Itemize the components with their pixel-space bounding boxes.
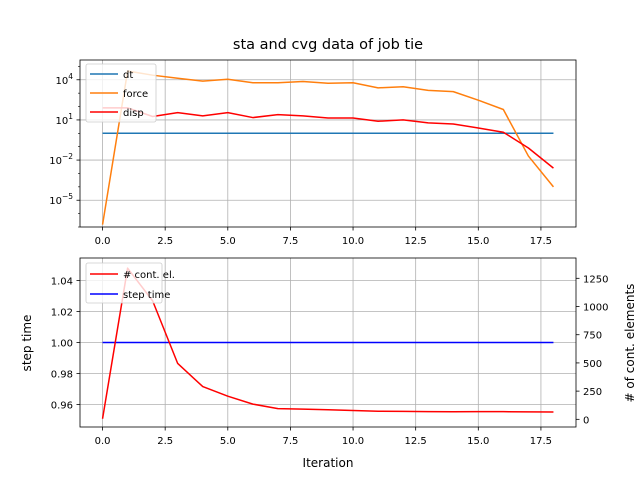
bottom-x-tick-label: 10.0 <box>342 436 364 447</box>
top-x-tick-label: 5.0 <box>220 236 236 247</box>
top-y-tick-label: 10−5 <box>49 192 73 207</box>
bottom-x-tick-label: 15.0 <box>467 436 489 447</box>
top-series-lines <box>101 70 555 225</box>
bottom-y-right-tick-label: 500 <box>583 359 602 370</box>
bottom-x-tick-label: 17.5 <box>530 436 552 447</box>
bottom-y-tick-label: 1.02 <box>51 307 73 318</box>
bottom-x-tick-label: 7.5 <box>282 436 298 447</box>
bottom-plot: 0.0 2.5 5.0 7.5 10.0 12.5 15.0 17.5 0.96 0.98 1.0… <box>20 257 637 470</box>
chart-title: sta and cvg data of job tie <box>233 37 423 53</box>
legend-label-step-time: step time <box>123 290 170 301</box>
bottom-y-right-tick-label: 1250 <box>583 274 608 285</box>
top-legend-box <box>85 63 157 123</box>
top-x-tick-label: 0.0 <box>95 236 111 247</box>
bottom-y-right-tick-label: 250 <box>583 387 602 398</box>
bottom-y-tick-label: 1.04 <box>51 276 73 287</box>
bottom-y-tick-label: 0.96 <box>51 401 73 412</box>
top-x-tick-label: 12.5 <box>405 236 427 247</box>
series-line-disp <box>102 107 554 169</box>
legend-label-force: force <box>123 89 148 100</box>
top-legend: dt force disp <box>85 63 157 123</box>
bottom-legend-box <box>85 262 163 304</box>
bottom-y-right-tick-label: 1000 <box>583 303 608 314</box>
bottom-x-tick-label: 2.5 <box>157 436 173 447</box>
top-x-tick-label: 2.5 <box>157 236 173 247</box>
series-line-force <box>101 70 555 225</box>
top-x-tick-label: 17.5 <box>530 236 552 247</box>
top-y-tick-label: 104 <box>55 72 73 87</box>
bottom-x-tick-label: 12.5 <box>405 436 427 447</box>
bottom-y-ticks-right: 0 250 500 750 1000 1250 <box>576 274 608 426</box>
bottom-y-right-tick-label: 0 <box>583 415 589 426</box>
series-line-cont-el <box>101 267 554 419</box>
top-x-tick-label: 7.5 <box>282 236 298 247</box>
bottom-series-lines <box>101 267 554 419</box>
top-x-tick-label: 15.0 <box>467 236 489 247</box>
bottom-y-tick-label: 1.00 <box>51 339 73 350</box>
x-axis-label: Iteration <box>303 456 354 470</box>
legend-label-dt: dt <box>123 70 133 81</box>
top-plot-frame <box>79 59 577 228</box>
top-x-ticks: 0.0 2.5 5.0 7.5 10.0 12.5 15.0 17.5 <box>95 227 552 247</box>
bottom-x-tick-label: 5.0 <box>220 436 236 447</box>
top-y-tick-label: 10−2 <box>49 152 73 167</box>
top-grid <box>80 60 576 227</box>
y-axis-label-right: # of cont. elements <box>623 284 637 403</box>
legend-label-disp: disp <box>123 108 144 119</box>
bottom-legend: # cont. el. step time <box>85 262 175 304</box>
top-y-tick-label: 101 <box>55 112 73 127</box>
bottom-x-tick-label: 0.0 <box>95 436 111 447</box>
bottom-y-ticks-left: 0.96 0.98 1.00 1.02 1.04 <box>51 276 80 412</box>
bottom-y-tick-label: 0.98 <box>51 370 73 381</box>
top-plot: sta and cvg data of job tie 0.0 2.5 5.0 7.5… <box>49 37 577 247</box>
top-y-ticks: 10−5 10−2 101 104 <box>49 66 80 228</box>
bottom-y-right-tick-label: 750 <box>583 331 602 342</box>
y-axis-label-left: step time <box>20 315 34 372</box>
bottom-x-ticks: 0.0 2.5 5.0 7.5 10.0 12.5 15.0 17.5 <box>95 427 552 447</box>
top-x-tick-label: 10.0 <box>342 236 364 247</box>
legend-label-cont-el: # cont. el. <box>123 270 175 281</box>
